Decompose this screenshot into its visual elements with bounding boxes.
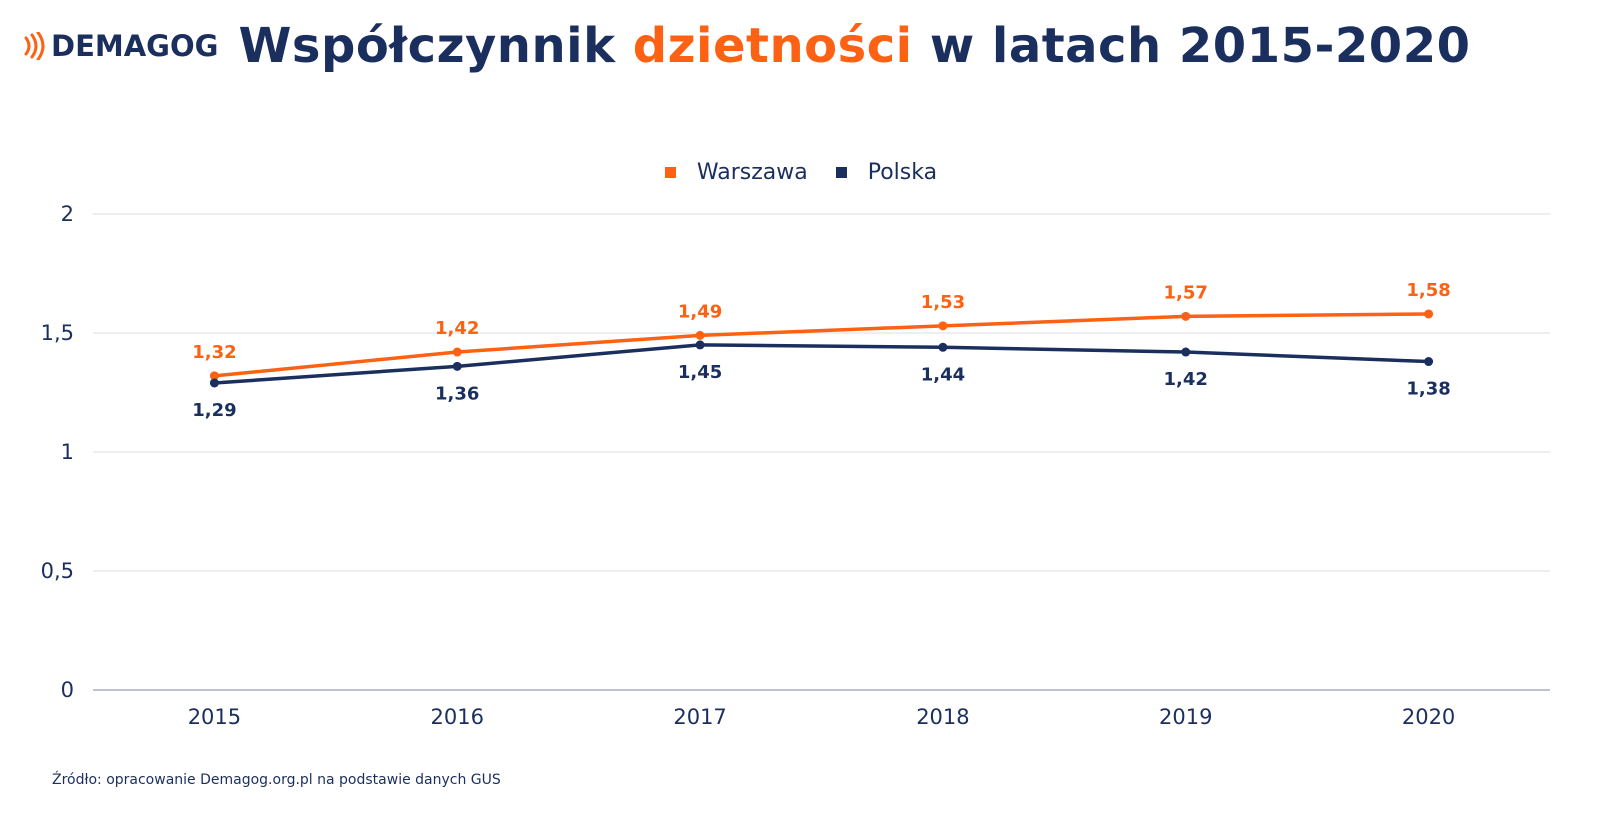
- y-tick-label-0: 0: [61, 678, 74, 702]
- x-tick-label-2018: 2018: [916, 705, 969, 729]
- legend-label-warszawa: Warszawa: [696, 160, 808, 185]
- data-point-polska-2018: [938, 342, 948, 352]
- title-accent: dzietności: [632, 18, 913, 74]
- data-label-polska-2016: 1,36: [435, 383, 479, 404]
- data-label-warszawa-2017: 1,49: [678, 301, 722, 322]
- title-part-2: w latach 2015-2020: [912, 18, 1471, 74]
- chart-legend: Warszawa Polska: [0, 160, 1602, 185]
- data-point-polska-2017: [695, 340, 705, 350]
- demagog-logo: DEMAGOG: [22, 29, 218, 63]
- legend-swatch-polska: [835, 167, 847, 178]
- data-point-warszawa-2020: [1424, 309, 1434, 319]
- data-point-warszawa-2016: [452, 347, 462, 357]
- data-label-warszawa-2016: 1,42: [435, 318, 479, 339]
- data-point-warszawa-2015: [209, 371, 219, 381]
- series-line-polska: [212, 343, 1431, 385]
- x-tick-label-2015: 2015: [188, 705, 241, 729]
- data-label-polska-2020: 1,38: [1406, 379, 1450, 400]
- chart-header: DEMAGOG Współczynnik dzietności w latach…: [22, 8, 1471, 84]
- data-point-warszawa-2018: [938, 321, 948, 331]
- legend-item-polska: Polska: [835, 160, 938, 185]
- signal-waves-icon: [24, 32, 45, 60]
- legend-item-warszawa: Warszawa: [664, 160, 808, 185]
- data-label-warszawa-2020: 1,58: [1406, 280, 1450, 301]
- source-note: Źródło: opracowanie Demagog.org.pl na po…: [52, 772, 501, 788]
- logo-text: DEMAGOG: [51, 29, 219, 63]
- legend-label-polska: Polska: [867, 160, 938, 185]
- y-tick-label-4: 2: [61, 202, 74, 226]
- data-label-warszawa-2015: 1,32: [192, 342, 236, 363]
- data-label-polska-2018: 1,44: [921, 364, 965, 385]
- chart-title: Współczynnik dzietności w latach 2015-20…: [238, 18, 1470, 74]
- x-tick-label-2017: 2017: [673, 705, 726, 729]
- data-point-warszawa-2019: [1181, 311, 1191, 321]
- data-label-warszawa-2018: 1,53: [921, 292, 965, 313]
- data-label-warszawa-2019: 1,57: [1164, 282, 1208, 303]
- y-tick-label-2: 1: [61, 440, 74, 464]
- data-label-polska-2019: 1,42: [1164, 369, 1208, 390]
- data-label-polska-2017: 1,45: [678, 362, 722, 383]
- data-label-polska-2015: 1,29: [192, 400, 236, 421]
- data-point-polska-2016: [452, 361, 462, 371]
- x-tick-label-2019: 2019: [1159, 705, 1212, 729]
- series-line-warszawa: [212, 312, 1431, 378]
- data-point-polska-2020: [1424, 357, 1434, 367]
- data-point-polska-2015: [209, 378, 219, 388]
- legend-swatch-warszawa: [664, 167, 676, 178]
- x-tick-label-2016: 2016: [431, 705, 484, 729]
- data-point-warszawa-2017: [695, 330, 705, 340]
- x-tick-label-2020: 2020: [1402, 705, 1455, 729]
- title-part-1: Współczynnik: [238, 18, 633, 74]
- y-tick-label-3: 1,5: [41, 321, 74, 345]
- y-tick-label-1: 0,5: [41, 559, 74, 583]
- data-point-polska-2019: [1181, 347, 1191, 357]
